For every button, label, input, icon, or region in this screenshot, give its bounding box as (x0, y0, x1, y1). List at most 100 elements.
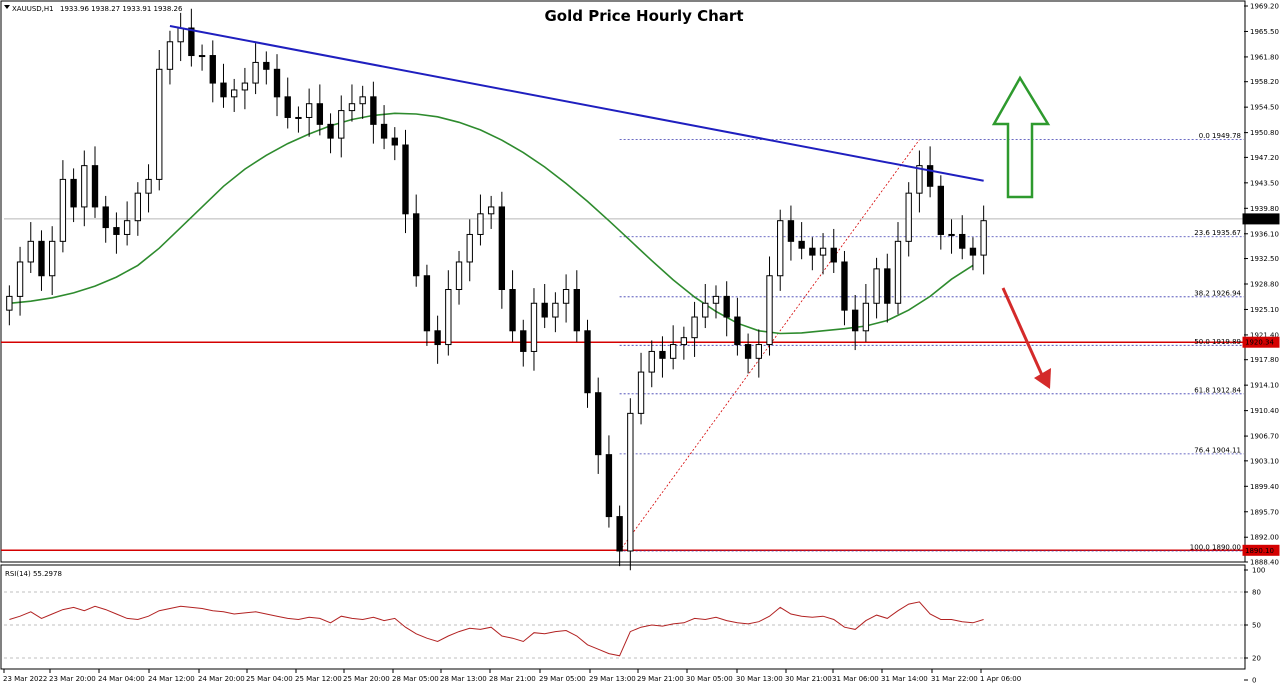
candle (434, 315, 441, 364)
candle (188, 8, 195, 67)
candle (27, 222, 34, 273)
candle-body (969, 247, 977, 256)
candle (305, 88, 313, 137)
x-tick-label: 25 Mar 04:00 (246, 675, 293, 683)
candle-body (188, 27, 195, 57)
candle (744, 333, 752, 374)
x-tick-label: 23 Mar 20:00 (49, 675, 96, 683)
candle (980, 205, 987, 275)
candle (809, 237, 816, 271)
candle (680, 326, 688, 360)
rsi-tick-label: 0 (1252, 677, 1256, 685)
candle (669, 325, 677, 370)
candle (798, 222, 805, 260)
candle-body (809, 247, 816, 256)
candle (370, 81, 377, 144)
candle-body (70, 178, 77, 208)
x-tick-label: 23 Mar 2022 (3, 675, 47, 683)
candle (134, 182, 142, 236)
candle (873, 257, 880, 319)
candle-body (102, 206, 109, 229)
y-tick-label: 1895.70 (1250, 508, 1279, 516)
candle-body (509, 289, 516, 332)
rsi-tick-label: 100 (1252, 567, 1265, 575)
candle (830, 228, 837, 273)
y-tick-label: 1950.80 (1250, 129, 1279, 137)
y-tick-label: 1906.70 (1250, 433, 1279, 441)
y-tick-label: 1939.80 (1250, 205, 1279, 213)
candle-body (851, 309, 859, 332)
fib-level-label: 0.0 1949.78 (1199, 132, 1241, 140)
candle (509, 270, 516, 342)
x-tick-label: 29 Mar 21:00 (637, 675, 684, 683)
candle-body (873, 268, 880, 304)
y-tick-label: 1961.80 (1250, 53, 1279, 61)
y-tick-label: 1914.10 (1250, 382, 1279, 390)
candle-body (584, 330, 591, 394)
price-tag (1242, 213, 1280, 225)
candle (627, 398, 634, 571)
candle-body (16, 261, 24, 297)
y-tick-label: 1943.50 (1250, 179, 1279, 187)
candle-body (595, 392, 602, 456)
candle-body (402, 144, 409, 215)
x-tick-label: 25 Mar 12:00 (295, 675, 342, 683)
dropdown-triangle-icon[interactable] (4, 5, 10, 9)
candle (338, 95, 345, 158)
candle (487, 195, 495, 229)
candle-body (691, 316, 698, 339)
candle-body (59, 178, 67, 242)
candle-body (520, 330, 527, 352)
candle-body (359, 96, 366, 105)
candle-body (487, 206, 495, 215)
candle (884, 253, 891, 323)
candle-body (605, 454, 613, 518)
ohlc-label: 1933.96 1938.27 1933.91 1938.26 (60, 5, 183, 13)
y-tick-label: 1917.80 (1250, 356, 1279, 364)
price-tag-label: 1938.26 (1245, 215, 1274, 223)
candle-body (798, 240, 805, 249)
candle (541, 284, 548, 329)
candle-body (134, 192, 142, 222)
candle (562, 274, 570, 323)
y-tick-label: 1903.10 (1250, 457, 1279, 465)
candle (359, 85, 366, 119)
candle-body (316, 103, 324, 125)
candle-body (263, 61, 270, 70)
arrow-down-line (1001, 287, 1048, 385)
candle-body (252, 61, 259, 84)
candle (209, 40, 216, 103)
candle (102, 195, 109, 243)
candle (969, 237, 977, 271)
candle (691, 301, 698, 357)
candle-body (177, 27, 184, 43)
y-tick-label: 1925.10 (1250, 306, 1279, 314)
candle-body (455, 261, 463, 291)
candle-body (327, 123, 334, 139)
candle-body (370, 96, 377, 125)
arrow-down-icon (1034, 368, 1051, 389)
candle-body (81, 165, 88, 208)
candle-body (295, 116, 302, 119)
y-tick-label: 1947.20 (1250, 154, 1279, 162)
candle-body (338, 110, 345, 139)
candle (851, 295, 859, 351)
y-tick-label: 1958.20 (1250, 78, 1279, 86)
candle (595, 377, 602, 474)
candle (466, 219, 473, 282)
candle-body (391, 137, 398, 146)
fib-level-label: 76.4 1904.11 (1194, 446, 1241, 454)
candle (327, 113, 334, 154)
candle-body (541, 302, 548, 318)
candle (295, 106, 302, 133)
candle (455, 250, 463, 305)
candle-body (562, 289, 570, 304)
x-tick-label: 28 Mar 13:00 (440, 675, 487, 683)
price-tag (1242, 544, 1280, 556)
candle (91, 146, 99, 218)
candle (38, 230, 45, 291)
symbol-label: XAUUSD,H1 (12, 5, 54, 13)
candle (734, 297, 741, 356)
candle-body (916, 165, 923, 194)
